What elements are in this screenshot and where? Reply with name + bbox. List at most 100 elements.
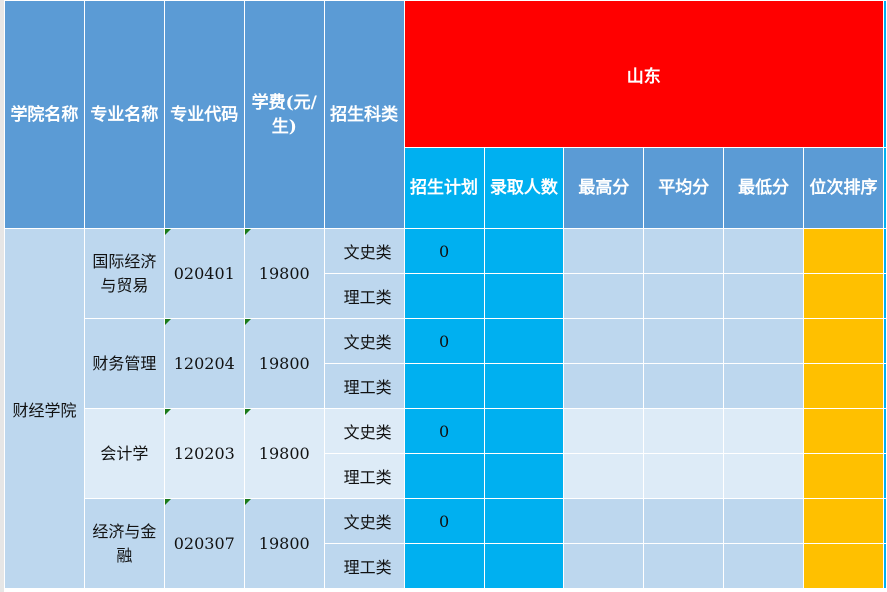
cell-fee[interactable]: 19800 bbox=[243, 498, 325, 589]
cell-category[interactable]: 文史类 bbox=[323, 318, 405, 364]
cell-category[interactable]: 文史类 bbox=[323, 498, 405, 544]
cell-rank[interactable] bbox=[803, 363, 884, 409]
cell-avg[interactable] bbox=[643, 363, 725, 409]
cell-rank[interactable] bbox=[803, 453, 884, 499]
cell-min[interactable] bbox=[723, 543, 805, 589]
cell-avg[interactable] bbox=[643, 453, 725, 499]
cell-admitted[interactable] bbox=[483, 408, 565, 454]
cell-category[interactable]: 文史类 bbox=[323, 228, 405, 274]
comment-marker bbox=[245, 319, 251, 325]
cell-major[interactable]: 经济与金融 bbox=[83, 498, 165, 589]
cell-code[interactable]: 120204 bbox=[163, 318, 245, 409]
cell-plan[interactable] bbox=[403, 363, 485, 409]
header-college[interactable]: 学院名称 bbox=[4, 0, 85, 229]
cell-rank[interactable] bbox=[803, 318, 884, 364]
cell-admitted[interactable] bbox=[483, 543, 565, 589]
edge-cell bbox=[882, 543, 887, 589]
cell-max[interactable] bbox=[563, 543, 645, 589]
edge-cell bbox=[882, 273, 887, 319]
cell-avg[interactable] bbox=[643, 408, 725, 454]
cell-major[interactable]: 会计学 bbox=[83, 408, 165, 499]
cell-fee[interactable]: 19800 bbox=[243, 408, 325, 499]
cell-avg[interactable] bbox=[643, 498, 725, 544]
cell-min[interactable] bbox=[723, 363, 805, 409]
cell-code[interactable]: 020401 bbox=[163, 228, 245, 319]
cell-admitted[interactable] bbox=[483, 228, 565, 274]
fee-text: 19800 bbox=[258, 354, 310, 373]
cell-min[interactable] bbox=[723, 453, 805, 499]
header-min[interactable]: 最低分 bbox=[723, 147, 805, 229]
cell-max[interactable] bbox=[563, 408, 645, 454]
admission-table: 学院名称 专业名称 专业代码 学费(元/生) 招生科类 山东 招生计划 录取人数… bbox=[4, 0, 887, 589]
comment-marker bbox=[245, 229, 251, 235]
cell-category[interactable]: 理工类 bbox=[323, 453, 405, 499]
cell-avg[interactable] bbox=[643, 543, 725, 589]
cell-plan[interactable]: 0 bbox=[403, 228, 485, 274]
header-code[interactable]: 专业代码 bbox=[163, 0, 245, 229]
cell-min[interactable] bbox=[723, 498, 805, 544]
cell-admitted[interactable] bbox=[483, 273, 565, 319]
cell-min[interactable] bbox=[723, 408, 805, 454]
cell-max[interactable] bbox=[563, 273, 645, 319]
code-text: 020401 bbox=[173, 264, 235, 283]
cell-college[interactable]: 财经学院 bbox=[4, 228, 85, 589]
cell-min[interactable] bbox=[723, 273, 805, 319]
table-row: 财经学院 国际经济与贸易 020401 19800 文史类 0 bbox=[4, 228, 887, 589]
edge-cell bbox=[882, 0, 887, 148]
cell-category[interactable]: 理工类 bbox=[323, 543, 405, 589]
cell-fee[interactable]: 19800 bbox=[243, 318, 325, 409]
cell-plan[interactable]: 0 bbox=[403, 498, 485, 544]
header-avg[interactable]: 平均分 bbox=[643, 147, 725, 229]
cell-plan[interactable] bbox=[403, 453, 485, 499]
cell-avg[interactable] bbox=[643, 228, 725, 274]
cell-rank[interactable] bbox=[803, 408, 884, 454]
cell-max[interactable] bbox=[563, 453, 645, 499]
cell-category[interactable]: 理工类 bbox=[323, 273, 405, 319]
cell-rank[interactable] bbox=[803, 228, 884, 274]
fee-text: 19800 bbox=[258, 264, 310, 283]
cell-avg[interactable] bbox=[643, 318, 725, 364]
header-max[interactable]: 最高分 bbox=[563, 147, 645, 229]
header-rank[interactable]: 位次排序 bbox=[803, 147, 884, 229]
header-province[interactable]: 山东 bbox=[403, 0, 884, 148]
cell-rank[interactable] bbox=[803, 543, 884, 589]
comment-marker bbox=[165, 229, 171, 235]
header-fee[interactable]: 学费(元/生) bbox=[243, 0, 325, 229]
header-category[interactable]: 招生科类 bbox=[323, 0, 405, 229]
cell-admitted[interactable] bbox=[483, 318, 565, 364]
cell-major[interactable]: 财务管理 bbox=[83, 318, 165, 409]
cell-min[interactable] bbox=[723, 318, 805, 364]
cell-admitted[interactable] bbox=[483, 453, 565, 499]
cell-code[interactable]: 120203 bbox=[163, 408, 245, 499]
cell-max[interactable] bbox=[563, 363, 645, 409]
row-header-strip bbox=[0, 0, 4, 592]
table-row: 理工类 bbox=[5, 273, 887, 319]
cell-plan[interactable] bbox=[403, 273, 485, 319]
cell-max[interactable] bbox=[563, 228, 645, 274]
cell-admitted[interactable] bbox=[483, 498, 565, 544]
edge-cell bbox=[882, 408, 887, 454]
cell-plan[interactable] bbox=[403, 543, 485, 589]
cell-category[interactable]: 理工类 bbox=[323, 363, 405, 409]
comment-marker bbox=[165, 319, 171, 325]
header-major[interactable]: 专业名称 bbox=[83, 0, 165, 229]
cell-code[interactable]: 020307 bbox=[163, 498, 245, 589]
header-admitted[interactable]: 录取人数 bbox=[483, 147, 565, 229]
header-plan[interactable]: 招生计划 bbox=[403, 147, 485, 229]
fee-text: 19800 bbox=[258, 444, 310, 463]
cell-fee[interactable]: 19800 bbox=[243, 228, 325, 319]
cell-rank[interactable] bbox=[803, 498, 884, 544]
cell-plan[interactable]: 0 bbox=[403, 318, 485, 364]
cell-max[interactable] bbox=[563, 498, 645, 544]
table-row: 会计学 120203 19800 文史类 0 bbox=[5, 408, 887, 499]
cell-min[interactable] bbox=[723, 228, 805, 274]
edge-cell bbox=[882, 318, 887, 364]
cell-plan[interactable]: 0 bbox=[403, 408, 485, 454]
cell-admitted[interactable] bbox=[483, 363, 565, 409]
edge-cell bbox=[882, 228, 887, 274]
cell-avg[interactable] bbox=[643, 273, 725, 319]
cell-rank[interactable] bbox=[803, 273, 884, 319]
cell-max[interactable] bbox=[563, 318, 645, 364]
cell-major[interactable]: 国际经济与贸易 bbox=[83, 228, 165, 319]
cell-category[interactable]: 文史类 bbox=[323, 408, 405, 454]
